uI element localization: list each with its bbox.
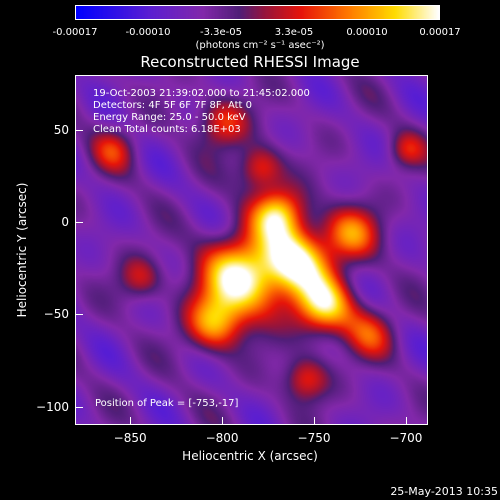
colorbar-unit-label: (photons cm⁻² s⁻¹ asec⁻²) bbox=[195, 40, 325, 51]
annotation-detectors: Detectors: 4F 5F 6F 7F 8F, Att 0 bbox=[93, 100, 253, 111]
y-tick-mark bbox=[75, 222, 83, 224]
heatmap-image bbox=[76, 76, 427, 424]
colorbar-tick-label: 0.00017 bbox=[419, 27, 461, 38]
annotation-peak-position: Position of Peak = [-753,-17] bbox=[95, 398, 239, 409]
annotation-energy-range: Energy Range: 25.0 - 50.0 keV bbox=[93, 112, 246, 123]
x-tick-label: −750 bbox=[297, 431, 331, 445]
footer-timestamp: 25-May-2013 10:35 bbox=[390, 485, 498, 498]
plot-area bbox=[75, 75, 428, 425]
x-tick-mark bbox=[405, 417, 407, 425]
colorbar-tick-label: 0.00010 bbox=[346, 27, 388, 38]
y-tick-label: −100 bbox=[36, 399, 69, 414]
y-axis-label: Heliocentric Y (arcsec) bbox=[15, 182, 29, 318]
x-tick-label: −700 bbox=[389, 431, 423, 445]
colorbar bbox=[75, 5, 440, 20]
x-tick-label: −800 bbox=[205, 431, 239, 445]
annotation-time-range: 19-Oct-2003 21:39:02.000 to 21:45:02.000 bbox=[93, 88, 310, 99]
chart-title: Reconstructed RHESSI Image bbox=[140, 53, 360, 71]
colorbar-tick-label: -0.00010 bbox=[125, 27, 171, 38]
x-tick-label: −850 bbox=[113, 431, 147, 445]
x-tick-mark bbox=[222, 417, 224, 425]
colorbar-tick-label: 3.3e-05 bbox=[274, 27, 314, 38]
annotation-total-counts: Clean Total counts: 6.18E+03 bbox=[93, 124, 241, 135]
y-tick-mark bbox=[75, 406, 83, 408]
y-tick-label: −50 bbox=[43, 307, 69, 322]
y-tick-mark bbox=[75, 130, 83, 132]
x-tick-mark bbox=[130, 417, 132, 425]
colorbar-tick-label: -0.00017 bbox=[52, 27, 98, 38]
x-axis-label: Heliocentric X (arcsec) bbox=[182, 449, 318, 463]
colorbar-tick-label: -3.3e-05 bbox=[200, 27, 242, 38]
x-tick-mark bbox=[314, 417, 315, 425]
y-tick-label: 0 bbox=[61, 215, 69, 230]
y-tick-label: 50 bbox=[53, 123, 69, 138]
y-tick-mark bbox=[75, 314, 83, 316]
